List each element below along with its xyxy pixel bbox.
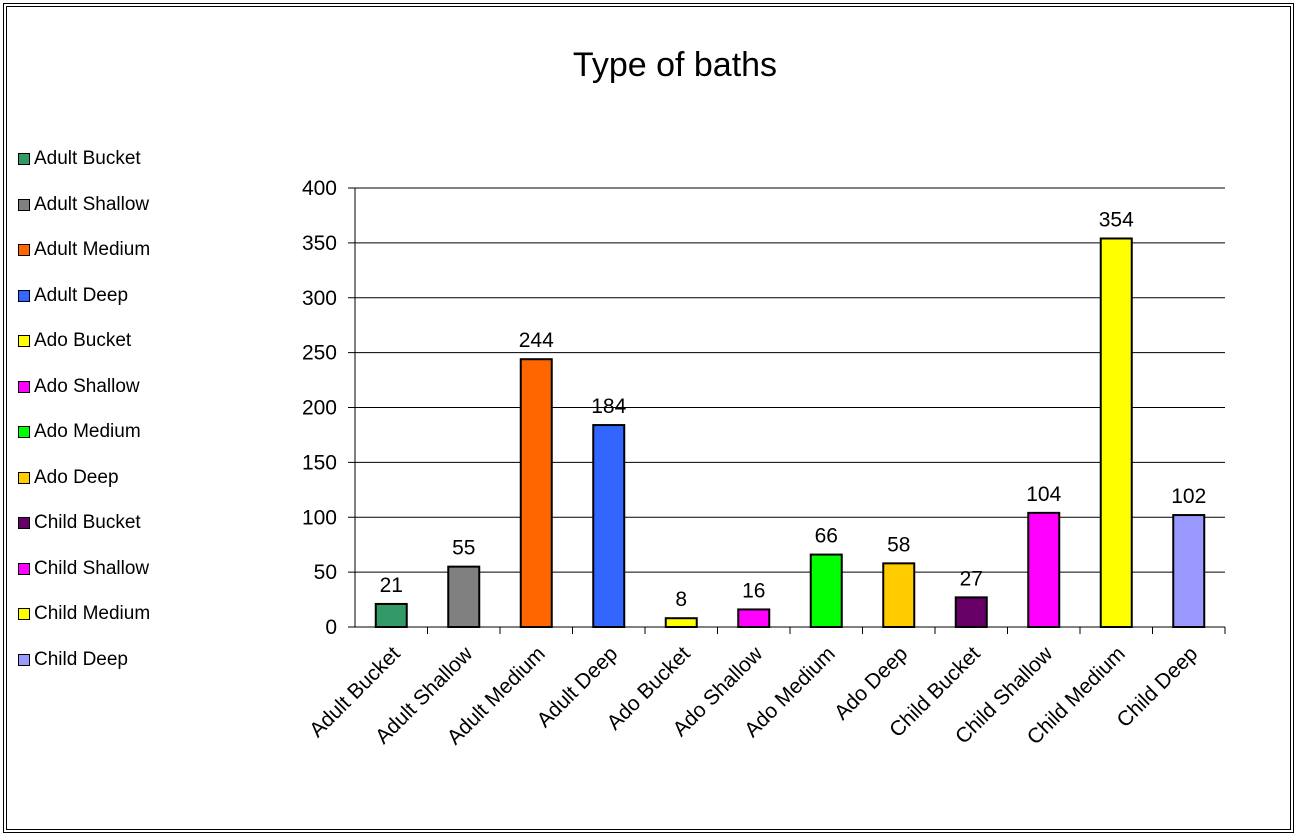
chart-frame [3,3,1294,833]
legend-item: Adult Bucket [18,148,141,170]
y-tick-label: 0 [325,616,337,639]
legend-label: Ado Shallow [34,375,140,397]
legend-label: Child Bucket [34,512,141,533]
bar [374,602,408,629]
bar [737,608,771,629]
bar [882,562,916,628]
y-tick-label: 250 [302,342,337,365]
legend-swatch [18,653,30,666]
gridlines [355,187,1225,573]
legend-swatch [18,517,30,529]
bar [1099,237,1133,629]
legend-label: Adult Shallow [34,193,150,215]
data-label: 104 [1026,483,1061,506]
legend-swatch [18,153,30,165]
bar [447,565,481,629]
legend-label: Ado Medium [34,421,141,442]
y-tick-label: 400 [302,177,337,200]
legend-item: Child Bucket [18,512,141,534]
data-label: 66 [815,525,838,548]
data-label: 16 [742,579,765,602]
bar [1027,511,1061,628]
legend-swatch [18,471,30,484]
legend-item: Child Shallow [18,558,149,580]
legend-swatch [18,335,30,347]
y-tick-label: 50 [314,561,337,584]
bar [592,424,626,628]
legend-swatch [18,562,30,575]
data-label: 244 [519,329,554,352]
legend-item: Adult Medium [18,239,150,261]
data-label: 21 [380,574,403,597]
legend-item: Ado Bucket [18,330,131,352]
legend-swatch [18,244,30,256]
y-tick-label: 300 [302,287,337,310]
legend-swatch [18,426,30,438]
y-tick-label: 150 [302,451,337,474]
y-tick-label: 350 [302,232,337,255]
legend-swatch [18,198,30,211]
legend-label: Child Medium [34,603,151,624]
legend-label: Child Shallow [34,557,150,579]
legend-item: Child Deep [18,649,128,671]
bar [954,596,988,628]
data-label: 27 [960,567,983,590]
data-label: 184 [591,395,626,418]
data-label: 58 [887,533,910,556]
data-label: 55 [452,537,475,560]
legend-label: Adult Bucket [34,148,141,169]
y-tick-label: 100 [302,506,337,529]
data-label: 8 [675,588,687,611]
bar [809,553,843,628]
legend-label: Adult Deep [34,284,129,306]
legend-item: Ado Shallow [18,376,140,398]
bar [519,358,553,628]
legend-label: Ado Deep [34,466,119,488]
y-tick-label: 200 [302,397,337,420]
legend-item: Child Medium [18,603,150,625]
data-label: 102 [1171,485,1206,508]
legend-item: Adult Shallow [18,194,149,216]
legend-label: Ado Bucket [34,330,132,351]
legend-label: Child Deep [34,648,128,670]
bars [374,237,1206,629]
legend-item: Ado Deep [18,467,119,489]
legend-swatch [18,289,30,302]
bar [664,617,698,628]
data-labels: 21 55 244 184 8 16 66 58 27 104 354 102 [380,208,1207,611]
legend-item: Ado Medium [18,421,141,443]
legend-swatch [18,608,30,620]
legend-label: Adult Medium [34,239,151,260]
bar [1172,514,1206,628]
legend-item: Adult Deep [18,285,128,307]
legend-swatch [18,380,30,393]
data-label: 354 [1099,208,1134,231]
chart-title: Type of baths [573,46,777,84]
